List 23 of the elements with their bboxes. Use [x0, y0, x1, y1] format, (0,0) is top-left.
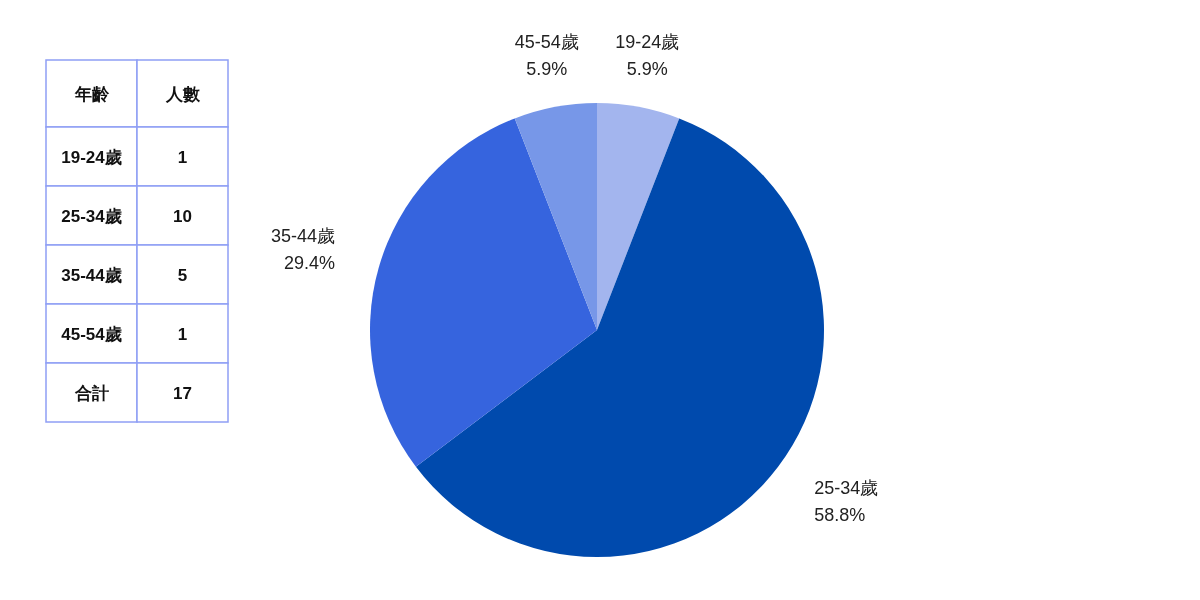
text: 人數: [164, 84, 201, 104]
text: 25-34歲: [61, 206, 122, 226]
slice-label: 45-54歲: [514, 32, 579, 53]
slice-label: 25-34歲: [814, 478, 879, 499]
data-label: 5.9%: [526, 59, 568, 80]
text: 35-44歲: [61, 265, 122, 285]
text: 45-54歲: [61, 324, 122, 344]
text: 年齡: [73, 84, 110, 104]
text: 合計: [73, 383, 109, 403]
text: 19-24歲: [61, 147, 122, 167]
pie-slice: [597, 103, 680, 330]
slice-label: 35-44歲: [270, 225, 335, 246]
pie-slice: [514, 103, 597, 330]
data-label: 5.9%: [626, 59, 668, 80]
text: 1: [177, 147, 188, 167]
slice-label: 19-24歲: [615, 32, 680, 53]
text: 10: [173, 206, 192, 226]
text: 1: [177, 324, 188, 344]
data-label: 58.8%: [814, 505, 866, 526]
text: 5: [177, 265, 188, 285]
data-label: 29.4%: [283, 252, 335, 273]
pie-slice: [370, 118, 597, 467]
text: 17: [173, 383, 192, 403]
